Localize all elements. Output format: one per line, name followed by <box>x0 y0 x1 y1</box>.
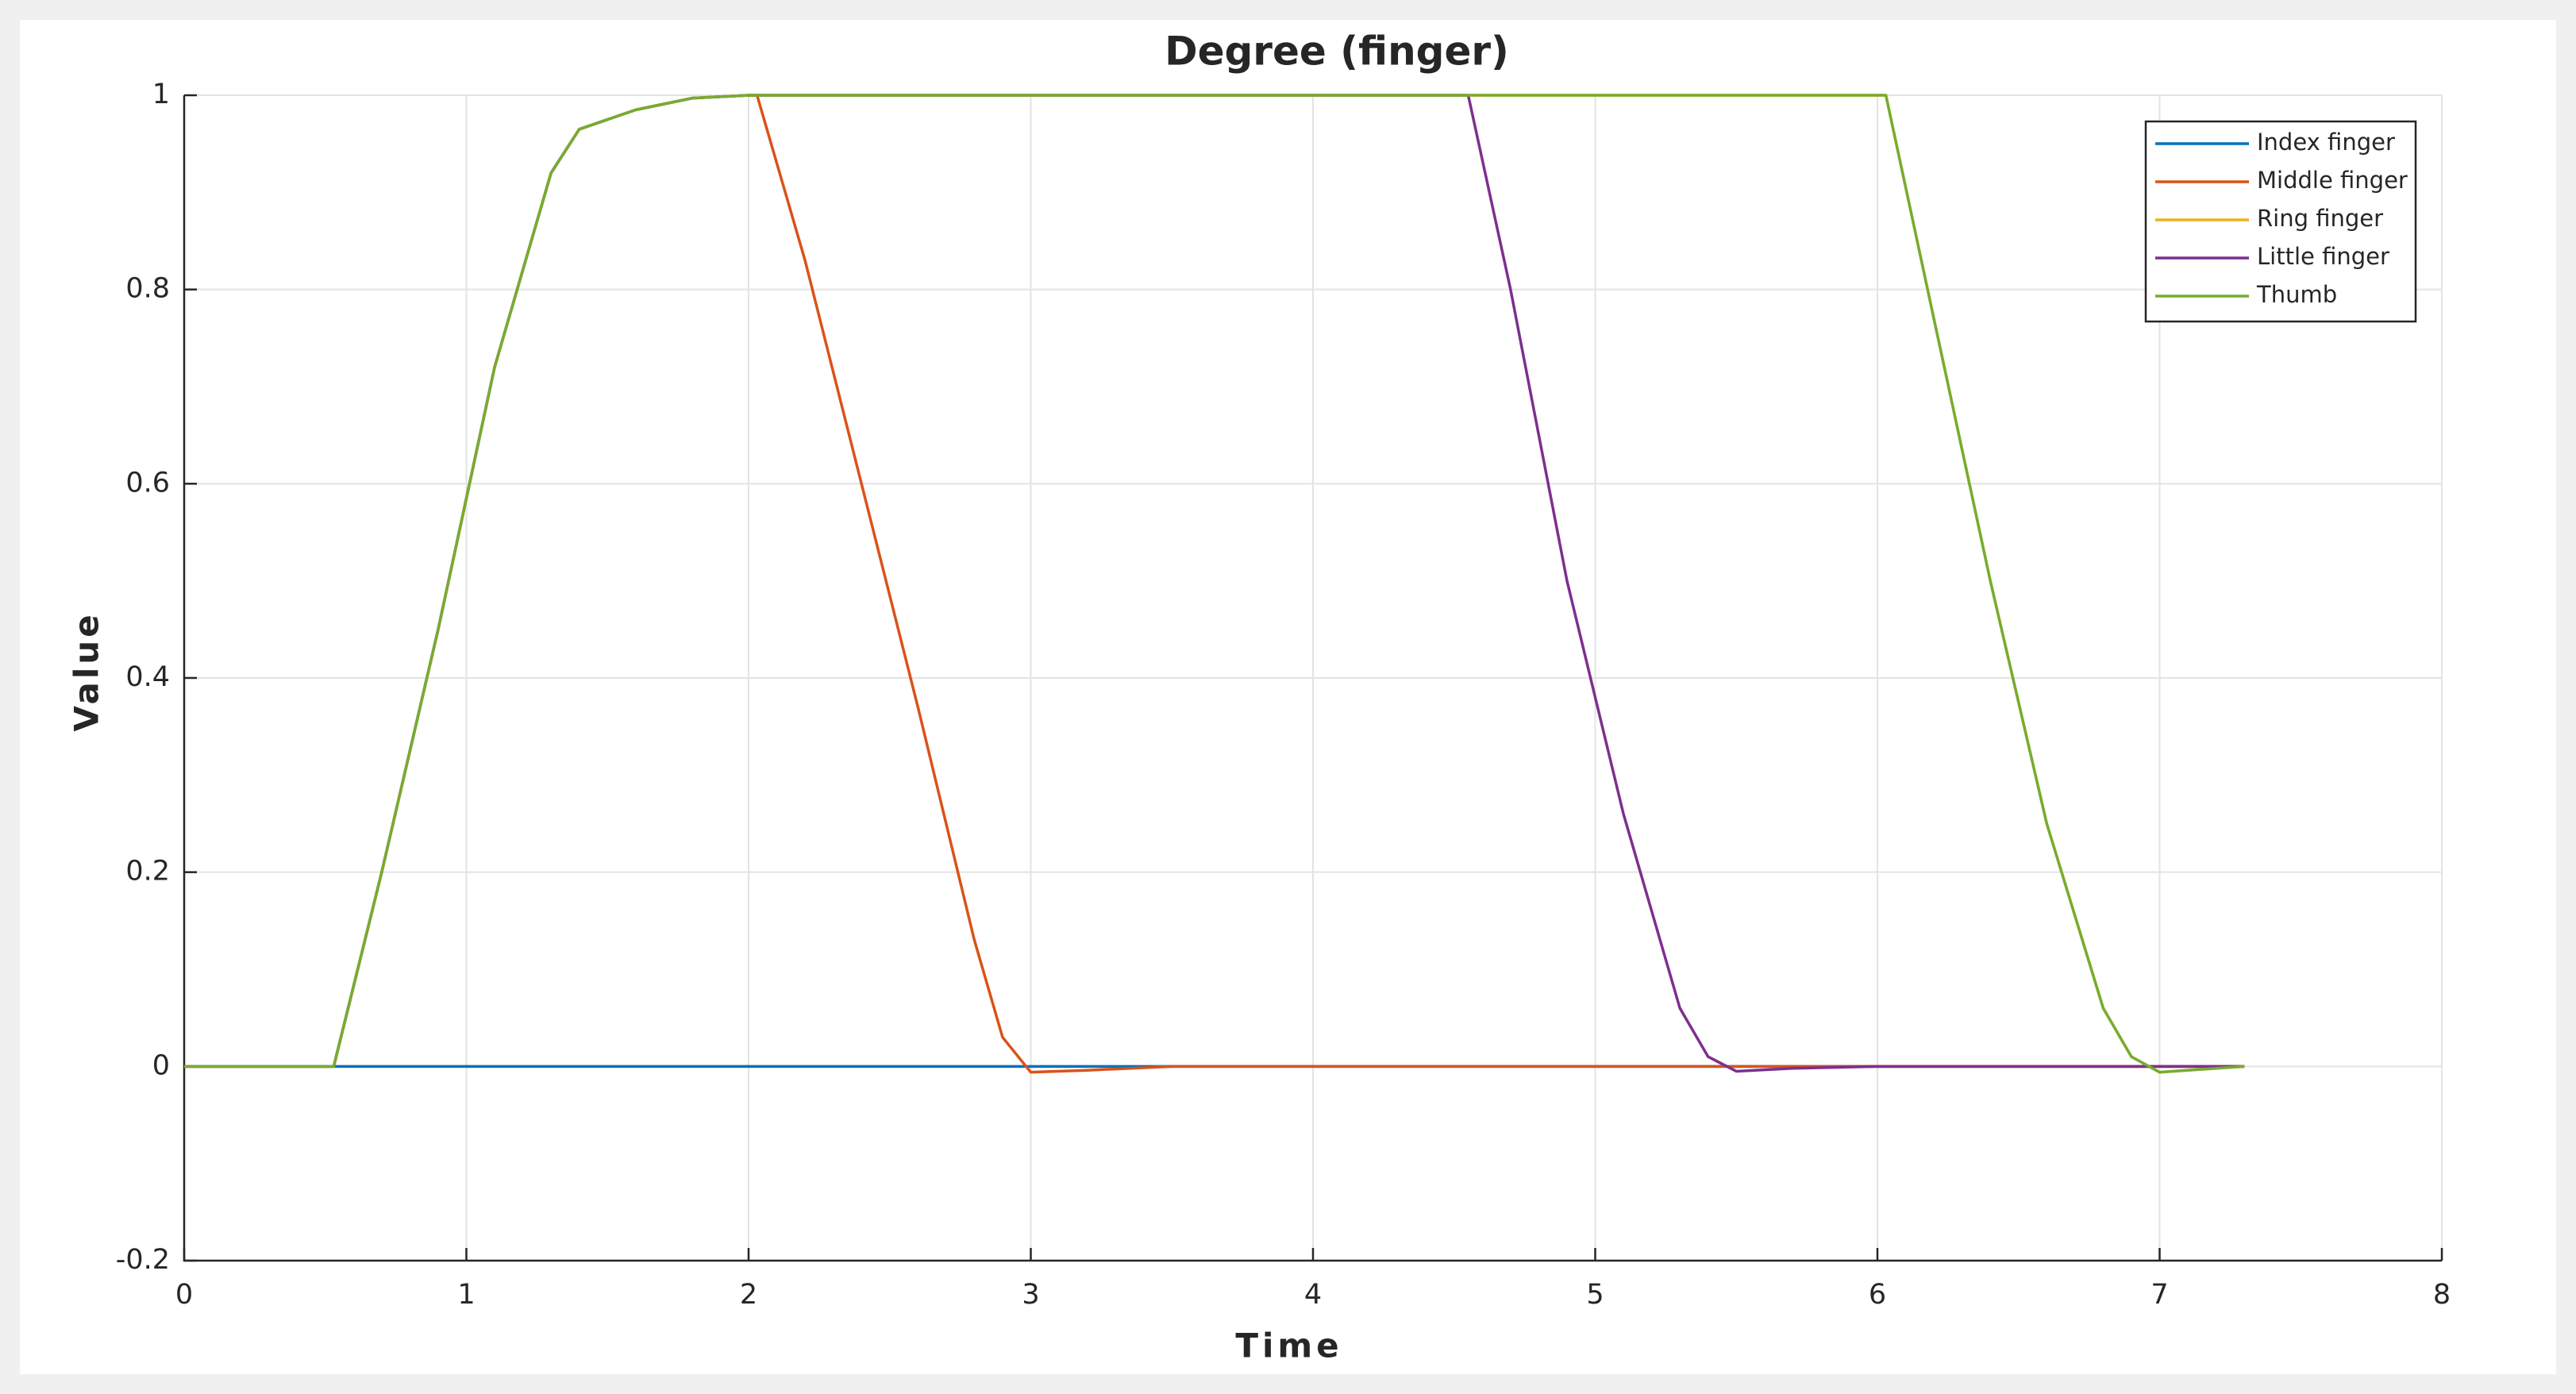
x-tick-label: 4 <box>1304 1279 1322 1311</box>
y-tick-label: 0.2 <box>125 856 170 888</box>
y-tick-label: 0.6 <box>125 467 170 499</box>
x-tick-label: 3 <box>1022 1279 1039 1311</box>
y-axis-label: Value <box>67 611 106 731</box>
legend-label: Thumb <box>2256 281 2337 308</box>
y-tick-label: 0.4 <box>125 661 170 693</box>
y-tick-label: 0.8 <box>125 273 170 305</box>
x-tick-label: 2 <box>740 1279 757 1311</box>
x-tick-label: 5 <box>1586 1279 1604 1311</box>
x-tick-label: 8 <box>2433 1279 2451 1311</box>
y-tick-label: -0.2 <box>116 1244 170 1276</box>
legend-label: Index finger <box>2257 129 2395 156</box>
x-tick-label: 1 <box>457 1279 475 1311</box>
y-tick-label: 1 <box>152 79 170 110</box>
x-tick-label: 6 <box>1869 1279 1886 1311</box>
x-axis-label: Time <box>1235 1327 1342 1365</box>
x-tick-label: 7 <box>2151 1279 2168 1311</box>
chart-title: Degree (finger) <box>1165 29 1509 75</box>
legend-label: Middle finger <box>2257 167 2408 194</box>
legend-label: Ring finger <box>2257 205 2383 232</box>
series-line <box>184 94 2245 1074</box>
legend-label: Little finger <box>2257 243 2389 270</box>
axis-line <box>183 95 2442 1262</box>
x-tick-label: 0 <box>175 1279 193 1311</box>
y-tick-label: 0 <box>152 1049 170 1081</box>
legend-box <box>2144 120 2417 323</box>
